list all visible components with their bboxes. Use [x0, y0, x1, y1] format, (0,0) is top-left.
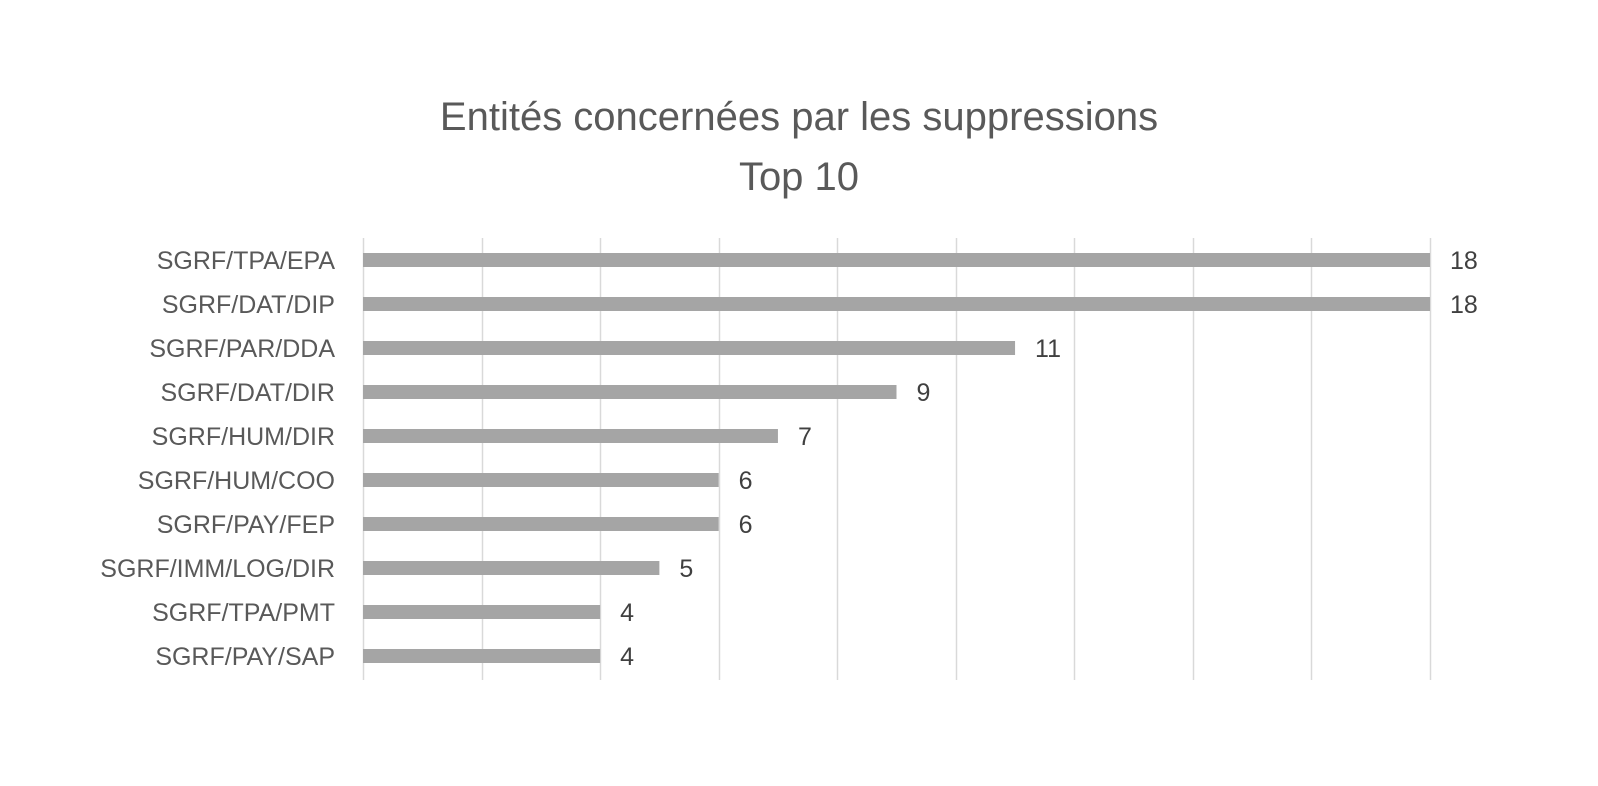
data-label: 11 [1035, 335, 1061, 363]
bar [363, 473, 719, 487]
bar [363, 429, 778, 443]
category-label: SGRF/HUM/COO [138, 467, 335, 495]
category-labels: SGRF/TPA/EPA SGRF/DAT/DIP SGRF/PAR/DDA SGRF… [100, 247, 335, 671]
category-label: SGRF/TPA/PMT [152, 599, 335, 627]
bar [363, 605, 601, 619]
bar [363, 561, 660, 575]
data-label: 7 [798, 423, 812, 451]
bar [363, 253, 1430, 267]
data-label: 5 [679, 555, 693, 583]
category-label: SGRF/PAY/SAP [155, 643, 335, 671]
bar [363, 341, 1016, 355]
category-label: SGRF/IMM/LOG/DIR [100, 555, 335, 583]
data-label: 9 [917, 379, 931, 407]
data-label: 18 [1450, 291, 1478, 319]
category-label: SGRF/TPA/EPA [157, 247, 336, 275]
data-labels: 18 18 11 9 7 6 6 5 4 4 [620, 247, 1478, 671]
chart-subtitle: Top 10 [739, 155, 859, 199]
chart-title: Entités concernées par les suppressions [440, 95, 1158, 139]
data-label: 18 [1450, 247, 1478, 275]
bar [363, 297, 1430, 311]
category-label: SGRF/PAR/DDA [149, 335, 335, 363]
category-label: SGRF/DAT/DIP [162, 291, 335, 319]
category-label: SGRF/DAT/DIR [160, 379, 335, 407]
gridlines [362, 238, 1432, 680]
bar [363, 517, 719, 531]
bars [363, 253, 1430, 663]
bar [363, 385, 897, 399]
data-label: 4 [620, 599, 634, 627]
category-label: SGRF/HUM/DIR [152, 423, 335, 451]
bar [363, 649, 601, 663]
category-label: SGRF/PAY/FEP [157, 511, 335, 539]
data-label: 4 [620, 643, 634, 671]
data-label: 6 [739, 511, 753, 539]
data-label: 6 [739, 467, 753, 495]
